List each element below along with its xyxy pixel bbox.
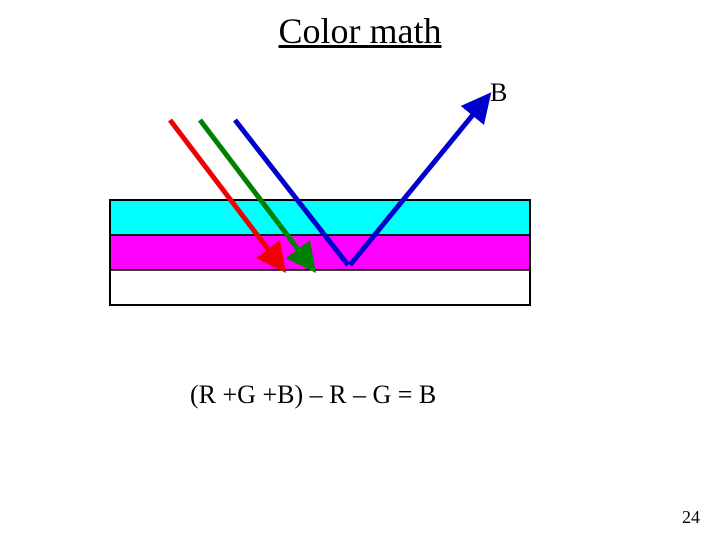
color-diagram (0, 0, 720, 540)
slide-number: 24 (682, 507, 700, 528)
label-b: B (490, 78, 507, 108)
equation-text: (R +G +B) – R – G = B (190, 380, 436, 410)
layer-magenta (110, 235, 530, 270)
layer-white (110, 270, 530, 305)
